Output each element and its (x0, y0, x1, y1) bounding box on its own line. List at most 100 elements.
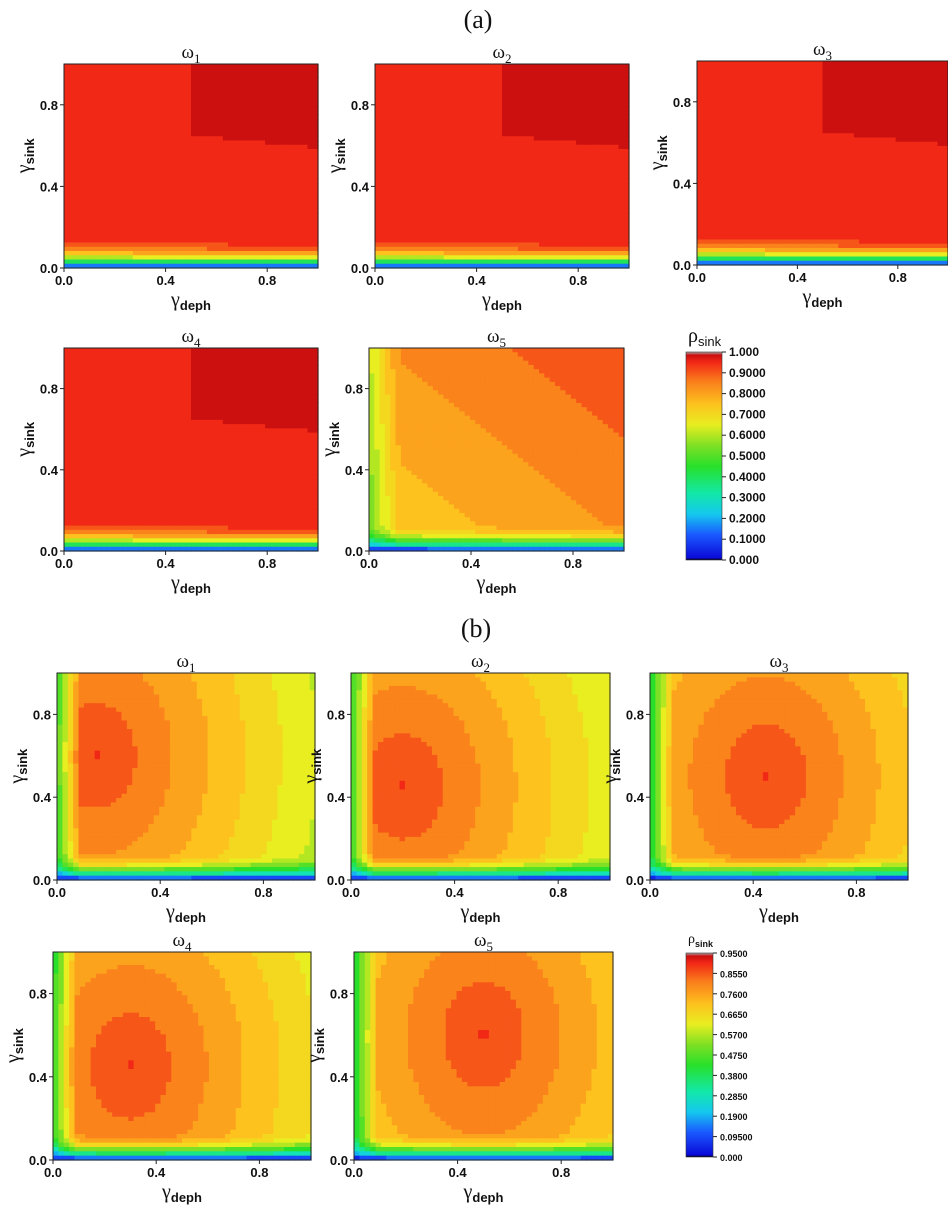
heatmap-cell (423, 98, 429, 103)
heatmap-cell (550, 183, 556, 188)
heatmap-cell (90, 85, 96, 90)
heatmap-cell (265, 115, 271, 120)
heatmap-cell (439, 158, 445, 163)
heatmap-cell (618, 209, 624, 214)
heatmap-cell (497, 111, 503, 116)
heatmap-cell (428, 247, 434, 252)
heatmap-cell (917, 61, 923, 66)
heatmap-cell (101, 221, 107, 226)
heatmap-cell (260, 234, 266, 239)
heatmap-cell (544, 115, 550, 120)
heatmap-cell (518, 153, 524, 158)
heatmap-cell (255, 204, 261, 209)
heatmap-cell (597, 221, 603, 226)
heatmap-cell (890, 61, 896, 66)
heatmap-cell (528, 196, 534, 201)
heatmap-cell (439, 183, 445, 188)
heatmap-cell (560, 90, 566, 95)
heatmap-cell (207, 102, 213, 107)
heatmap-cell (460, 149, 466, 154)
heatmap-cell (101, 247, 107, 252)
heatmap-cell (228, 234, 234, 239)
heatmap-cell (470, 145, 476, 150)
heatmap-cell (170, 149, 176, 154)
heatmap-cell (523, 119, 529, 124)
heatmap-cell (523, 158, 529, 163)
heatmap-cell (587, 107, 593, 112)
heatmap-cell (449, 179, 455, 184)
heatmap-cell (523, 94, 529, 99)
heatmap-cell (581, 183, 587, 188)
heatmap-cell (112, 77, 118, 82)
heatmap-cell (239, 119, 245, 124)
heatmap-cell (223, 213, 229, 218)
heatmap-cell (513, 94, 519, 99)
heatmap-cell (260, 200, 266, 205)
heatmap-cell (286, 128, 292, 133)
heatmap-cell (128, 85, 134, 90)
heatmap-cell (460, 119, 466, 124)
heatmap-cell (444, 260, 450, 265)
heatmap-cell (770, 74, 776, 79)
heatmap-cell (281, 196, 287, 201)
heatmap-cell (470, 64, 476, 69)
heatmap-cell (618, 226, 624, 231)
heatmap-cell (613, 221, 619, 226)
heatmap-cell (544, 81, 550, 86)
heatmap-cell (85, 204, 91, 209)
heatmap-cell (507, 111, 513, 116)
heatmap-cell (597, 77, 603, 82)
heatmap-cell (765, 87, 771, 92)
heatmap-cell (502, 221, 508, 226)
heatmap-cell (270, 187, 276, 192)
heatmap-cell (391, 90, 397, 95)
heatmap-cell (149, 179, 155, 184)
heatmap-cell (249, 90, 255, 95)
heatmap-cell (138, 179, 144, 184)
heatmap-cell (560, 213, 566, 218)
heatmap-cell (207, 170, 213, 175)
heatmap-cell (576, 162, 582, 167)
heatmap-cell (143, 81, 149, 86)
heatmap-cell (128, 260, 134, 265)
heatmap-cell (539, 183, 545, 188)
heatmap-cell (154, 158, 160, 163)
heatmap-cell (149, 90, 155, 95)
heatmap-cell (180, 141, 186, 146)
heatmap-cell (96, 209, 102, 214)
heatmap-cell (297, 102, 303, 107)
heatmap-cell (375, 221, 381, 226)
heatmap-cell (597, 251, 603, 256)
heatmap-cell (539, 90, 545, 95)
heatmap-cell (428, 196, 434, 201)
heatmap-cell (460, 234, 466, 239)
heatmap-cell (228, 179, 234, 184)
heatmap-cell (476, 251, 482, 256)
heatmap-cell (380, 221, 386, 226)
heatmap-cell (96, 247, 102, 252)
heatmap-cell (270, 179, 276, 184)
heatmap-cell (513, 200, 519, 205)
heatmap-cell (112, 251, 118, 256)
heatmap-cell (281, 153, 287, 158)
heatmap-cell (149, 64, 155, 69)
heatmap-cell (523, 200, 529, 205)
heatmap-cell (375, 209, 381, 214)
heatmap-cell (159, 153, 165, 158)
heatmap-cell (566, 187, 572, 192)
heatmap-cell (486, 145, 492, 150)
heatmap-cell (566, 149, 572, 154)
heatmap-cell (608, 94, 614, 99)
heatmap-cell (255, 243, 261, 248)
heatmap-cell (433, 162, 439, 167)
heatmap-cell (143, 204, 149, 209)
heatmap-cell (85, 247, 91, 252)
heatmap-cell (391, 230, 397, 235)
heatmap-cell (755, 91, 761, 96)
heatmap-cell (386, 98, 392, 103)
heatmap-cell (96, 115, 102, 120)
heatmap-cell (571, 64, 577, 69)
heatmap-cell (106, 132, 112, 137)
heatmap-cell (755, 82, 761, 87)
heatmap-cell (718, 78, 724, 83)
